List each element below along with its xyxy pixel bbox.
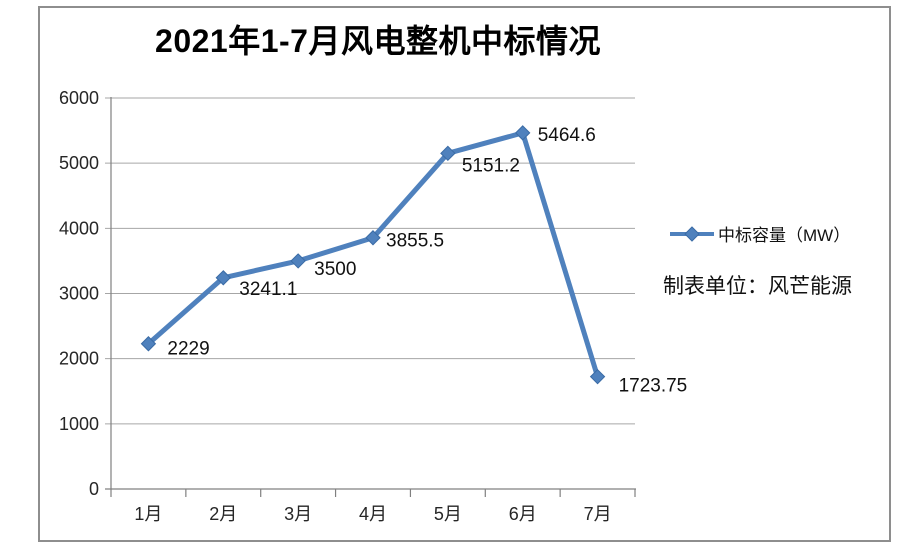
svg-text:5464.6: 5464.6 bbox=[538, 125, 596, 146]
svg-text:3855.5: 3855.5 bbox=[386, 231, 444, 252]
svg-text:2月: 2月 bbox=[209, 504, 237, 524]
svg-text:2000: 2000 bbox=[59, 349, 99, 369]
svg-text:4月: 4月 bbox=[359, 504, 387, 524]
svg-text:5月: 5月 bbox=[434, 504, 462, 524]
svg-text:0: 0 bbox=[89, 479, 99, 499]
legend: 中标容量（MW） bbox=[669, 221, 850, 246]
svg-text:3000: 3000 bbox=[59, 284, 99, 304]
svg-text:5151.2: 5151.2 bbox=[462, 155, 520, 176]
svg-text:6月: 6月 bbox=[509, 504, 537, 524]
legend-label: 中标容量（MW） bbox=[718, 226, 851, 245]
svg-text:1723.75: 1723.75 bbox=[619, 376, 688, 397]
svg-text:2229: 2229 bbox=[167, 339, 209, 360]
svg-text:1000: 1000 bbox=[59, 414, 99, 434]
svg-text:6000: 6000 bbox=[59, 88, 99, 108]
svg-text:4000: 4000 bbox=[59, 218, 99, 238]
svg-text:1月: 1月 bbox=[134, 504, 162, 524]
series-marker-icon bbox=[670, 225, 714, 242]
chart-frame-border bbox=[38, 6, 891, 542]
chart-source-note: 制表单位：风芒能源 bbox=[663, 275, 852, 298]
svg-text:5000: 5000 bbox=[59, 153, 99, 173]
svg-text:3241.1: 3241.1 bbox=[239, 279, 297, 300]
svg-text:7月: 7月 bbox=[584, 504, 612, 524]
svg-text:3500: 3500 bbox=[314, 259, 356, 280]
svg-text:3月: 3月 bbox=[284, 504, 312, 524]
chart-title: 2021年1-7月风电整机中标情况 bbox=[155, 23, 601, 59]
